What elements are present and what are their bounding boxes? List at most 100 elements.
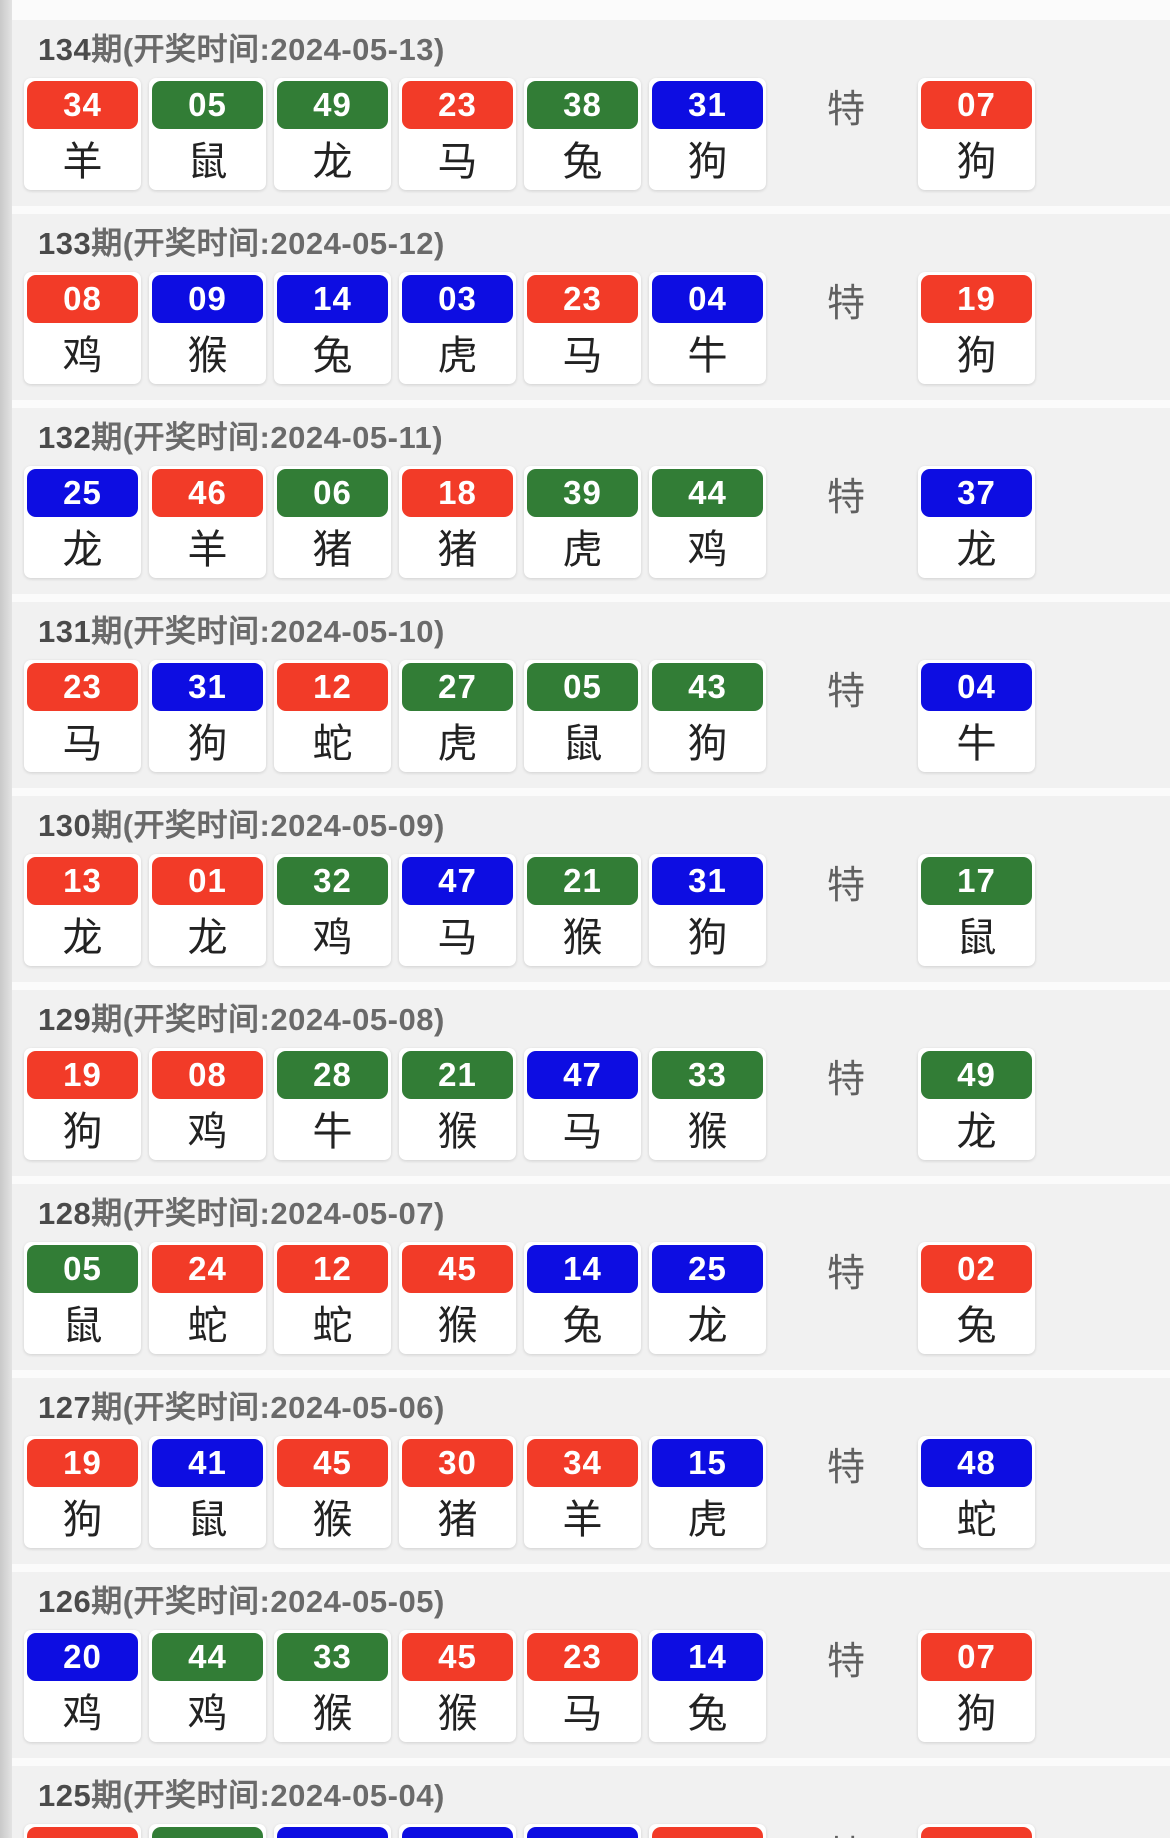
ball-zodiac: 羊 bbox=[152, 517, 263, 575]
ball-number bbox=[402, 1827, 513, 1838]
ball-number: 04 bbox=[921, 663, 1032, 711]
ball-card: 05 鼠 bbox=[149, 78, 266, 190]
ball-card: 31 狗 bbox=[649, 78, 766, 190]
ball-number: 31 bbox=[652, 857, 763, 905]
ball-zodiac: 兔 bbox=[527, 1293, 638, 1351]
ball-card: 14 兔 bbox=[524, 1242, 641, 1354]
ball-card: 33 猴 bbox=[649, 1048, 766, 1160]
ball-number: 14 bbox=[652, 1633, 763, 1681]
period-number: 134 bbox=[38, 32, 92, 67]
special-ball-card: 17 鼠 bbox=[918, 854, 1035, 966]
period-title: 129期(开奖时间:2024-05-08) bbox=[38, 1000, 1170, 1040]
period-title: 130期(开奖时间:2024-05-09) bbox=[38, 806, 1170, 846]
ball-card: 47 马 bbox=[524, 1048, 641, 1160]
ball-card: 08 鸡 bbox=[149, 1048, 266, 1160]
period-block: 133期(开奖时间:2024-05-12) 08 鸡 09 猴 14 兔 03 … bbox=[12, 214, 1170, 400]
ball-number: 27 bbox=[402, 663, 513, 711]
balls-row: 23 马 31 狗 12 蛇 27 虎 05 鼠 43 狗 特 04 牛 bbox=[24, 660, 1170, 772]
ball-zodiac: 虎 bbox=[527, 517, 638, 575]
ball-zodiac: 牛 bbox=[921, 711, 1032, 769]
ball-number: 03 bbox=[402, 275, 513, 323]
ball-card: 45 猴 bbox=[274, 1436, 391, 1548]
balls-row: 20 鸡 44 鸡 33 猴 45 猴 23 马 14 兔 特 07 狗 bbox=[24, 1630, 1170, 1742]
period-draw-time: 期(开奖时间:2024-05-11) bbox=[91, 420, 444, 455]
ball-number: 46 bbox=[152, 469, 263, 517]
ball-zodiac: 羊 bbox=[27, 129, 138, 187]
ball-number: 15 bbox=[652, 1439, 763, 1487]
ball-card: 23 马 bbox=[524, 1630, 641, 1742]
ball-number: 01 bbox=[152, 857, 263, 905]
balls-row: 13 龙 01 龙 32 鸡 47 马 21 猴 31 狗 特 17 鼠 bbox=[24, 854, 1170, 966]
ball-card: 14 兔 bbox=[649, 1630, 766, 1742]
ball-card: 49 龙 bbox=[274, 78, 391, 190]
period-draw-time: 期(开奖时间:2024-05-06) bbox=[91, 1390, 445, 1425]
ball-zodiac: 鸡 bbox=[27, 1681, 138, 1739]
ball-zodiac: 马 bbox=[527, 323, 638, 381]
ball-number: 37 bbox=[921, 469, 1032, 517]
ball-number: 23 bbox=[527, 275, 638, 323]
ball-zodiac: 龙 bbox=[652, 1293, 763, 1351]
ball-card: 18 猪 bbox=[399, 466, 516, 578]
period-number: 129 bbox=[38, 1002, 92, 1037]
period-draw-time: 期(开奖时间:2024-05-05) bbox=[91, 1584, 445, 1619]
ball-number: 21 bbox=[527, 857, 638, 905]
ball-number: 23 bbox=[27, 663, 138, 711]
special-label: 特 bbox=[826, 282, 865, 325]
ball-card: 05 鼠 bbox=[24, 1242, 141, 1354]
ball-card: 19 狗 bbox=[24, 1048, 141, 1160]
ball-zodiac: 狗 bbox=[652, 905, 763, 963]
ball-zodiac: 蛇 bbox=[277, 1293, 388, 1351]
ball-zodiac: 鼠 bbox=[152, 1487, 263, 1545]
ball-zodiac: 龙 bbox=[277, 129, 388, 187]
ball-number: 14 bbox=[277, 275, 388, 323]
ball-number: 25 bbox=[652, 1245, 763, 1293]
ball-number: 48 bbox=[921, 1439, 1032, 1487]
ball-card bbox=[149, 1824, 266, 1838]
ball-card: 08 鸡 bbox=[24, 272, 141, 384]
ball-number: 34 bbox=[27, 81, 138, 129]
ball-zodiac: 兔 bbox=[652, 1681, 763, 1739]
ball-zodiac: 蛇 bbox=[277, 711, 388, 769]
ball-card: 33 猴 bbox=[274, 1630, 391, 1742]
ball-card: 13 龙 bbox=[24, 854, 141, 966]
ball-number: 45 bbox=[402, 1245, 513, 1293]
period-draw-time: 期(开奖时间:2024-05-08) bbox=[91, 1002, 445, 1037]
ball-number: 23 bbox=[527, 1633, 638, 1681]
ball-zodiac: 狗 bbox=[921, 1681, 1032, 1739]
ball-zodiac: 猴 bbox=[402, 1681, 513, 1739]
ball-number: 39 bbox=[527, 469, 638, 517]
ball-card: 44 鸡 bbox=[649, 466, 766, 578]
ball-zodiac: 鸡 bbox=[152, 1681, 263, 1739]
ball-number bbox=[527, 1827, 638, 1838]
period-number: 128 bbox=[38, 1196, 92, 1231]
ball-zodiac: 兔 bbox=[527, 129, 638, 187]
ball-zodiac: 狗 bbox=[921, 323, 1032, 381]
ball-number bbox=[921, 1827, 1032, 1838]
period-title: 125期(开奖时间:2024-05-04) bbox=[38, 1776, 1170, 1816]
ball-number: 19 bbox=[27, 1439, 138, 1487]
ball-card: 12 蛇 bbox=[274, 660, 391, 772]
period-number: 127 bbox=[38, 1390, 92, 1425]
ball-number: 20 bbox=[27, 1633, 138, 1681]
balls-row: 19 狗 41 鼠 45 猴 30 猪 34 羊 15 虎 特 48 蛇 bbox=[24, 1436, 1170, 1548]
ball-number: 06 bbox=[277, 469, 388, 517]
ball-zodiac: 兔 bbox=[921, 1293, 1032, 1351]
ball-number: 31 bbox=[652, 81, 763, 129]
ball-card bbox=[274, 1824, 391, 1838]
ball-number: 05 bbox=[27, 1245, 138, 1293]
ball-number: 30 bbox=[402, 1439, 513, 1487]
ball-zodiac: 鸡 bbox=[652, 517, 763, 575]
ball-number: 08 bbox=[152, 1051, 263, 1099]
ball-zodiac: 蛇 bbox=[152, 1293, 263, 1351]
page-edge-strip bbox=[0, 0, 12, 1838]
ball-card: 41 鼠 bbox=[149, 1436, 266, 1548]
ball-card: 03 虎 bbox=[399, 272, 516, 384]
ball-zodiac: 蛇 bbox=[921, 1487, 1032, 1545]
period-number: 126 bbox=[38, 1584, 92, 1619]
period-title: 128期(开奖时间:2024-05-07) bbox=[38, 1194, 1170, 1234]
ball-number: 44 bbox=[152, 1633, 263, 1681]
ball-zodiac: 马 bbox=[527, 1099, 638, 1157]
ball-card: 23 马 bbox=[24, 660, 141, 772]
period-draw-time: 期(开奖时间:2024-05-13) bbox=[91, 32, 445, 67]
ball-number: 23 bbox=[402, 81, 513, 129]
